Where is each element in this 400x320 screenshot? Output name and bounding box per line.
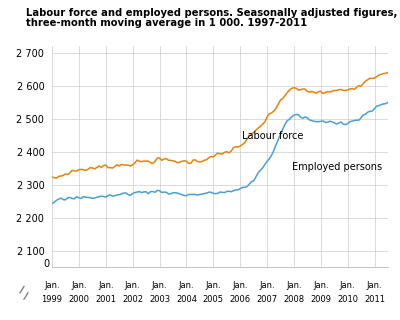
Text: Jan.: Jan. [152, 281, 167, 290]
Text: 2005: 2005 [203, 295, 224, 304]
Text: 2001: 2001 [95, 295, 116, 304]
Text: three-month moving average in 1 000. 1997-2011: three-month moving average in 1 000. 199… [26, 18, 307, 28]
Text: 0: 0 [44, 259, 50, 269]
Text: 1999: 1999 [42, 295, 62, 304]
Text: 2004: 2004 [176, 295, 197, 304]
Text: Employed persons: Employed persons [292, 162, 382, 172]
Text: 2003: 2003 [149, 295, 170, 304]
Text: 2002: 2002 [122, 295, 143, 304]
Text: 2008: 2008 [283, 295, 304, 304]
Text: Jan.: Jan. [313, 281, 329, 290]
Text: Jan.: Jan. [286, 281, 302, 290]
Text: Labour force and employed persons. Seasonally adjusted figures,: Labour force and employed persons. Seaso… [26, 8, 397, 18]
Text: Jan.: Jan. [206, 281, 221, 290]
Text: Jan.: Jan. [232, 281, 248, 290]
Text: 2006: 2006 [230, 295, 251, 304]
Text: Jan.: Jan. [367, 281, 382, 290]
Text: 2011: 2011 [364, 295, 385, 304]
Text: 2000: 2000 [68, 295, 89, 304]
Text: Jan.: Jan. [44, 281, 60, 290]
Text: 2007: 2007 [256, 295, 278, 304]
Text: 2010: 2010 [337, 295, 358, 304]
Text: Jan.: Jan. [259, 281, 275, 290]
Text: Jan.: Jan. [98, 281, 114, 290]
Text: Jan.: Jan. [125, 281, 140, 290]
Text: Labour force: Labour force [242, 131, 304, 141]
Text: Jan.: Jan. [178, 281, 194, 290]
Text: 2009: 2009 [310, 295, 331, 304]
Text: Jan.: Jan. [340, 281, 356, 290]
Text: Jan.: Jan. [71, 281, 87, 290]
